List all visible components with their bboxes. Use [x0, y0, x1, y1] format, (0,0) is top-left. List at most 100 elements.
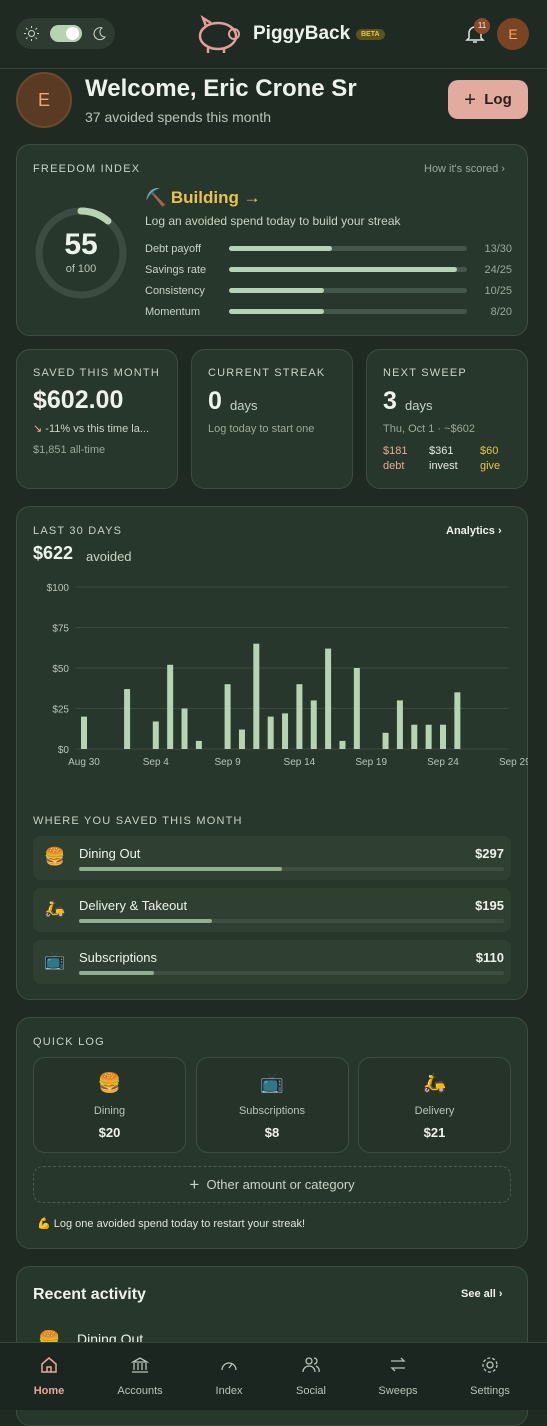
category-amount: $297	[475, 846, 504, 861]
split-amount: $60	[480, 445, 499, 457]
notification-badge: 11	[474, 18, 490, 34]
theme-toggle[interactable]	[16, 18, 115, 49]
bar	[167, 664, 174, 749]
bar	[253, 643, 260, 749]
x-tick-label: Sep 14	[284, 757, 316, 768]
nav-icon	[40, 1356, 58, 1374]
metric-score: 24/25	[484, 264, 512, 276]
header-avatar[interactable]: E	[497, 18, 529, 50]
bar	[195, 740, 202, 749]
category-icon: 🍔	[44, 847, 66, 866]
saved-card	[16, 349, 178, 489]
analytics-link[interactable]: Analytics ›	[446, 525, 502, 537]
quicklog-tile[interactable]: 🛵 Delivery $21	[358, 1057, 511, 1153]
quicklog-hint: 💪 Log one avoided spend today to restart…	[37, 1218, 306, 1230]
welcome-title: Welcome, Eric Crone Sr	[85, 75, 357, 102]
bar	[325, 648, 332, 749]
split-give: $60 give	[480, 444, 500, 474]
split-label: invest	[429, 460, 458, 472]
nav-glyph	[130, 1357, 150, 1373]
category-row: 📺 Subscriptions $110	[33, 940, 511, 984]
log-button[interactable]: + Log	[448, 80, 528, 119]
nav-glyph	[302, 1357, 320, 1373]
bar	[382, 732, 389, 749]
split-debt: $181 debt	[383, 444, 407, 474]
beta-badge: BETA	[356, 29, 385, 40]
nav-label[interactable]: Home	[33, 1385, 65, 1397]
saved-alltime: $1,851 all-time	[33, 444, 106, 456]
metric-name: Savings rate	[145, 264, 207, 276]
category-amount: $195	[475, 898, 504, 913]
saved-amount: $602.00	[33, 386, 124, 414]
tile-icon: 🛵	[422, 1073, 447, 1094]
nav-icon	[130, 1356, 150, 1374]
bar-chart: $0 $25 $50 $75 $100 Aug 30 Sep 4 Sep 9 Sep 14 Sep…	[47, 583, 528, 768]
bar	[267, 716, 274, 749]
quicklog-tile[interactable]: 📺 Subscriptions $8	[195, 1057, 349, 1153]
score-of: of 100	[65, 263, 97, 275]
nav-glyph	[390, 1357, 406, 1372]
metric-bar	[229, 267, 458, 272]
streak-value: 0	[208, 387, 222, 415]
metric-name: Debt payoff	[145, 243, 202, 255]
tile-icon: 📺	[260, 1073, 284, 1094]
split-invest: $361 invest	[429, 444, 458, 474]
metric-bar	[229, 246, 333, 251]
welcome-subtitle: 37 avoided spends this month	[85, 109, 272, 125]
streak-card	[191, 349, 353, 489]
nav-icon	[302, 1356, 320, 1374]
nav-label[interactable]: Accounts	[117, 1385, 163, 1397]
bar	[396, 700, 403, 749]
see-all-text: See all	[461, 1288, 496, 1300]
category-bar	[79, 867, 282, 871]
nav-label[interactable]: Settings	[470, 1385, 510, 1397]
bar	[238, 729, 245, 749]
see-all[interactable]: See all ›	[461, 1288, 503, 1300]
score-ring	[35, 207, 127, 299]
saved-change-text: -11% vs this time la...	[45, 423, 149, 435]
other-button[interactable]: + Other amount or category	[33, 1166, 511, 1203]
freedom-hint: Log an avoided spend today to build your…	[145, 214, 401, 228]
bar	[81, 716, 87, 749]
activity-label: LAST 30 DAYS	[33, 525, 123, 537]
freedom-label: FREEDOM INDEX	[33, 163, 141, 175]
log-label: Log	[484, 91, 512, 108]
y-tick-label: $25	[52, 705, 69, 716]
nav-icon	[389, 1356, 407, 1374]
bar	[296, 684, 303, 749]
streak-hint: Log today to start one	[208, 423, 315, 435]
bar	[282, 713, 289, 749]
tile-name: Dining	[93, 1105, 126, 1117]
sweep-unit: days	[405, 398, 433, 413]
category-amount: $110	[475, 950, 504, 965]
nav-icon	[220, 1356, 238, 1374]
avatar: E	[16, 72, 72, 128]
tile-name: Subscriptions	[238, 1105, 306, 1117]
nav-glyph	[41, 1357, 57, 1373]
activity-total: $622	[33, 543, 74, 563]
quicklog-tile[interactable]: 🍔 Dining $20	[33, 1057, 186, 1153]
category-track	[79, 971, 504, 975]
nav-glyph	[221, 1362, 237, 1371]
sweep-date: Thu, Oct 1 · ~$602	[383, 423, 476, 435]
app-name: PiggyBack	[253, 23, 351, 44]
y-tick-label: $50	[52, 664, 69, 675]
logo	[198, 14, 240, 53]
bar	[181, 708, 188, 749]
where-title: WHERE YOU SAVED THIS MONTH	[33, 815, 243, 827]
streak-label: CURRENT STREAK	[208, 367, 326, 379]
tile-amount: $8	[264, 1125, 280, 1140]
scored-link[interactable]: How it's scored ›	[424, 163, 505, 175]
bar	[224, 684, 231, 749]
split-amount: $181	[383, 445, 408, 457]
category-track	[79, 867, 504, 871]
nav-label[interactable]: Sweeps	[378, 1385, 418, 1397]
x-tick-label: Sep 4	[143, 757, 170, 768]
bar	[124, 689, 131, 749]
nav-label[interactable]: Index	[215, 1385, 243, 1397]
quicklog-title: QUICK LOG	[33, 1036, 105, 1048]
nav-label[interactable]: Social	[296, 1385, 326, 1397]
freedom-card	[16, 144, 528, 336]
